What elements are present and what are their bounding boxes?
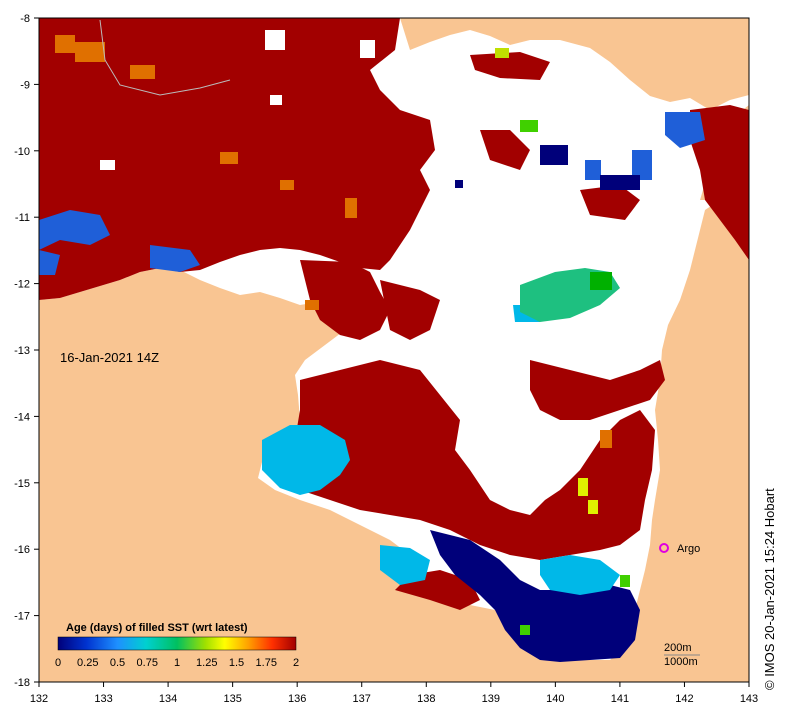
sst-age-0.5-regions xyxy=(262,305,620,595)
lat-tick-label: -13 xyxy=(14,345,30,357)
legend-tick-label: 2 xyxy=(293,657,299,669)
contour-label-1000m: 1000m xyxy=(664,656,698,668)
lon-tick-label: 141 xyxy=(611,693,629,705)
latitude-axis: -8 -9 -10 -11 -12 -13 -14 -15 -16 -17 -18 xyxy=(14,13,39,689)
lat-tick-label: -14 xyxy=(14,411,30,423)
legend-tick-label: 0.5 xyxy=(110,657,125,669)
land-west-arnhem xyxy=(39,185,749,682)
legend-tick-label: 1.25 xyxy=(196,657,217,669)
no-data-gaps xyxy=(100,30,405,170)
lon-tick-label: 135 xyxy=(223,693,241,705)
map-area xyxy=(39,18,749,682)
sst-age-1.75-patches xyxy=(55,35,612,448)
legend-tick-label: 1.5 xyxy=(229,657,244,669)
legend-tick-label: 1.75 xyxy=(256,657,277,669)
lon-tick-label: 133 xyxy=(94,693,112,705)
lat-tick-label: -18 xyxy=(14,677,30,689)
argo-float-marker xyxy=(659,543,669,553)
legend-tick-label: 1 xyxy=(174,657,180,669)
sst-age-0.25-regions xyxy=(39,112,705,275)
lat-tick-label: -12 xyxy=(14,279,30,291)
lon-tick-label: 136 xyxy=(288,693,306,705)
lon-tick-label: 132 xyxy=(30,693,48,705)
lat-tick-label: -16 xyxy=(14,544,30,556)
legend-tick-label: 0.75 xyxy=(137,657,158,669)
longitude-axis: 132 133 134 135 136 137 138 139 140 141 142 143 xyxy=(30,682,758,705)
contour-legend: 200m 1000m xyxy=(664,642,700,668)
sst-age-1-patch xyxy=(590,272,612,290)
lon-tick-label: 138 xyxy=(417,693,435,705)
lon-tick-label: 137 xyxy=(353,693,371,705)
lat-tick-label: -11 xyxy=(15,212,30,224)
legend-title: Age (days) of filled SST (wrt latest) xyxy=(66,622,248,634)
sst-age-2-region xyxy=(39,18,749,610)
lon-tick-label: 142 xyxy=(675,693,693,705)
lat-tick-label: -17 xyxy=(14,611,30,623)
bathymetry-200m-contour xyxy=(99,19,231,96)
sst-small-patches xyxy=(495,48,630,635)
lon-tick-label: 140 xyxy=(546,693,564,705)
sst-age-0-regions xyxy=(430,145,640,662)
lat-tick-label: -8 xyxy=(20,13,30,25)
land-new-guinea xyxy=(400,18,749,110)
legend-tick-label: 0 xyxy=(55,657,61,669)
contour-label-200m: 200m xyxy=(664,642,692,654)
legend-tick-label: 0.25 xyxy=(77,657,98,669)
date-label: 16-Jan-2021 14Z xyxy=(60,350,159,365)
legend-colorbar xyxy=(57,636,297,651)
legend-tick-labels: 0 0.25 0.5 0.75 1 1.25 1.5 1.75 2 xyxy=(55,657,299,669)
lon-tick-label: 143 xyxy=(740,693,758,705)
lon-tick-label: 134 xyxy=(159,693,177,705)
lat-tick-label: -9 xyxy=(20,79,30,91)
credit-line: © IMOS 20-Jan-2021 15:24 Hobart xyxy=(762,488,777,690)
argo-label: Argo xyxy=(677,543,700,555)
lon-tick-label: 139 xyxy=(482,693,500,705)
lat-tick-label: -15 xyxy=(14,478,30,490)
lat-tick-label: -10 xyxy=(14,146,30,158)
